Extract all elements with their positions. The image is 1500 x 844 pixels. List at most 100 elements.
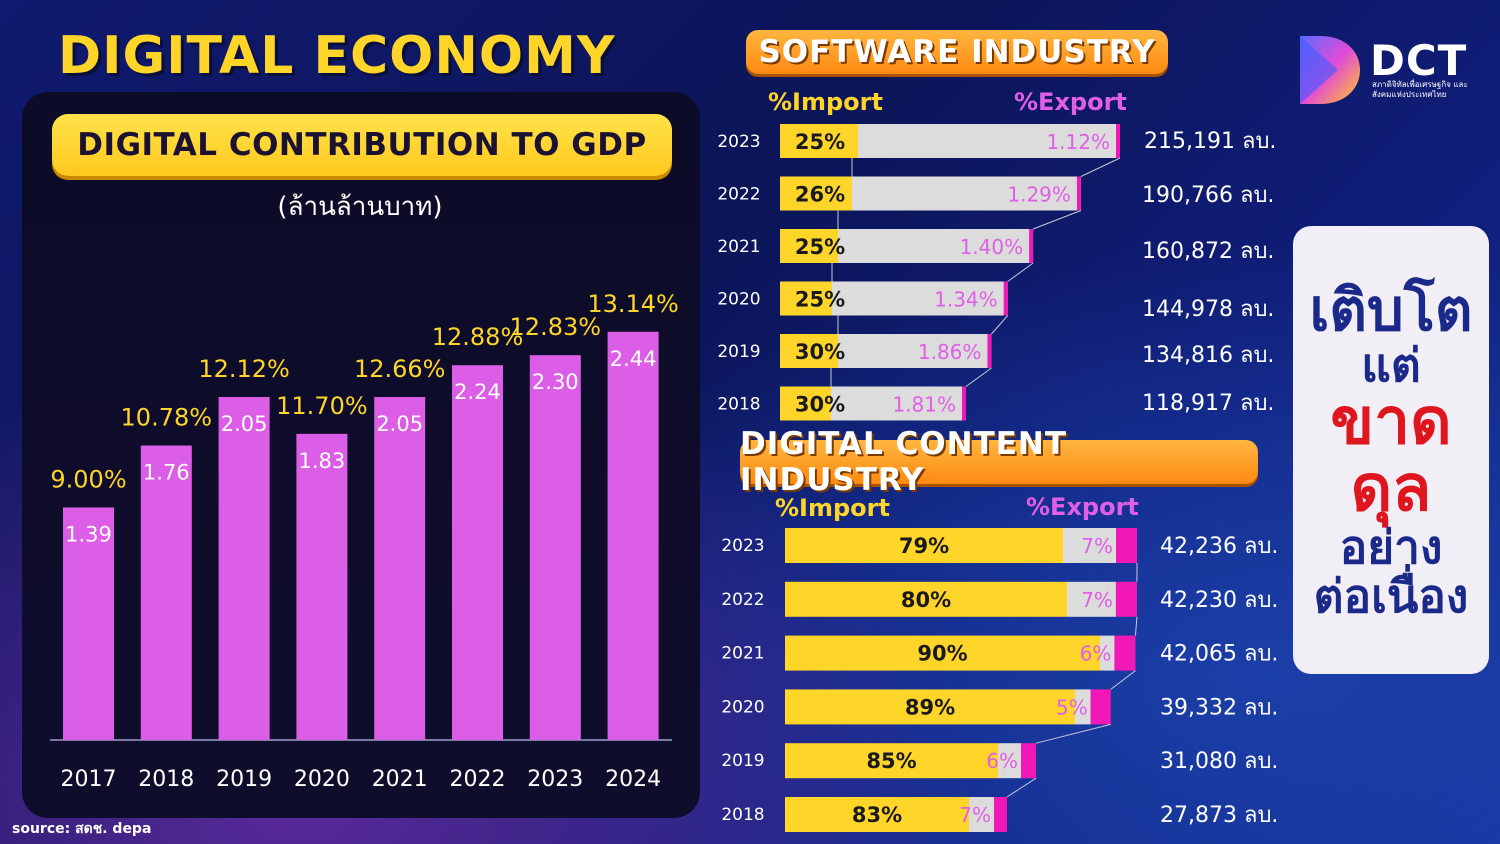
x-tick-label: 2021 (372, 767, 428, 792)
software-year-label: 2023 (717, 132, 760, 152)
software-import-bar (780, 281, 832, 316)
gdp-bar (140, 445, 192, 740)
gdp-percent-label: 12.12% (198, 355, 290, 383)
software-market-value: 144,978 ลบ. (1142, 297, 1274, 322)
x-tick-label: 2020 (294, 767, 350, 792)
gdp-value-label: 1.76 (143, 461, 190, 485)
side-message-line: อย่าง (1339, 520, 1443, 575)
software-year-label: 2022 (717, 185, 760, 205)
content-import-bar (785, 581, 1067, 617)
content-other-bar (998, 743, 1022, 779)
dct-logo-icon (1300, 36, 1360, 104)
content-export-label: 7% (1081, 534, 1113, 558)
x-tick-label: 2022 (450, 767, 506, 792)
page-title: DIGITAL ECONOMY (58, 26, 616, 86)
content-import-bar (785, 528, 1063, 563)
side-message-line: แต่ (1361, 337, 1421, 392)
software-export-bar (1116, 124, 1120, 158)
content-import-label: 80% (901, 588, 951, 612)
gdp-bar (529, 355, 581, 740)
software-industry-chart: 25% 1.12% 2023 215,191 ลบ. 26% 1.29% 2022 190,7… (717, 124, 1276, 421)
software-export-label: 1.29% (1007, 183, 1071, 207)
gdp-percent-label: 11.70% (276, 392, 368, 420)
content-market-value: 39,332 ลบ. (1160, 695, 1278, 720)
software-industry-title: SOFTWARE INDUSTRY (746, 30, 1168, 74)
content-year-label: 2018 (721, 805, 764, 825)
software-import-label: 25% (795, 130, 845, 154)
connector-line (1035, 723, 1111, 744)
software-market-value: 134,816 ลบ. (1142, 343, 1274, 368)
software-market-value: 160,872 ลบ. (1142, 239, 1274, 264)
content-import-bar (785, 689, 1075, 725)
content-export-label: 7% (959, 803, 991, 827)
software-export-label: 1.86% (918, 340, 982, 364)
x-tick-label: 2024 (605, 767, 661, 792)
connector-line (1080, 157, 1121, 177)
x-tick-label: 2023 (527, 767, 583, 792)
gdp-percent-label: 12.66% (354, 355, 446, 383)
content-export-bar (1090, 689, 1111, 725)
content-import-label: 83% (852, 803, 902, 827)
software-market-value: 118,917 ลบ. (1142, 391, 1274, 416)
gdp-bar (452, 365, 503, 740)
software-export-label: 1.40% (960, 235, 1024, 259)
content-export-bar (994, 797, 1007, 832)
software-import-header: %Import (768, 88, 883, 116)
content-other-bar (1067, 581, 1116, 617)
gdp-panel (22, 92, 700, 818)
connector-line (991, 315, 1009, 335)
software-export-bar (1029, 229, 1034, 263)
content-year-label: 2021 (721, 644, 764, 664)
content-market-value: 42,065 ลบ. (1160, 642, 1278, 667)
software-import-bar (780, 124, 858, 158)
side-message-line: ต่อเนื่อง (1313, 568, 1469, 623)
x-tick-label: 2018 (138, 767, 194, 792)
digital-content-chart: 79% 7% 2023 42,236 ลบ. 80% 7% 2022 42,230 ลบ. 90… (721, 528, 1278, 832)
content-import-bar (785, 743, 998, 779)
gdp-value-label: 1.83 (299, 449, 346, 473)
content-market-value: 42,236 ลบ. (1160, 534, 1278, 559)
gdp-value-label: 2.30 (532, 370, 579, 394)
side-message-line: ดุล (1350, 452, 1432, 527)
content-market-value: 27,873 ลบ. (1160, 803, 1278, 828)
software-import-label: 30% (795, 340, 845, 364)
content-export-bar (1115, 581, 1137, 617)
content-other-bar (1075, 689, 1091, 725)
content-export-header: %Export (1026, 493, 1139, 521)
gdp-percent-label: 12.88% (432, 323, 524, 351)
gdp-chart-title: DIGITAL CONTRIBUTION TO GDP (52, 114, 672, 176)
gdp-value-label: 2.24 (454, 380, 501, 404)
software-import-bar (780, 334, 838, 368)
gdp-bar (374, 397, 426, 740)
gdp-bar (63, 507, 114, 740)
gdp-percent-label: 10.78% (121, 404, 213, 432)
content-year-label: 2019 (721, 751, 764, 771)
logo-subtitle: สภาดิจิทัลเพื่อเศรษฐกิจ และสังคมแห่งประเ… (1372, 80, 1468, 99)
content-import-bar (785, 797, 969, 832)
software-market-value: 215,191 ลบ. (1144, 129, 1276, 154)
content-import-label: 79% (899, 534, 949, 558)
software-export-label: 1.34% (934, 288, 998, 312)
gdp-bar (607, 331, 659, 740)
connector-line (1110, 670, 1136, 690)
content-export-bar (1116, 528, 1137, 563)
connector-line (1006, 777, 1037, 798)
content-year-label: 2020 (721, 697, 764, 717)
software-market-value: 190,766 ลบ. (1142, 183, 1274, 208)
source-note: source: สดช. depa (12, 821, 152, 837)
software-export-label: 1.81% (892, 393, 956, 417)
gdp-value-label: 2.44 (610, 347, 657, 371)
connector-line (1007, 262, 1034, 282)
gdp-unit-label: (ล้านล้านบาท) (277, 192, 443, 222)
software-import-label: 30% (795, 393, 845, 417)
content-export-label: 6% (986, 749, 1018, 773)
connector-line (1032, 210, 1082, 230)
side-message-line: ขาด (1330, 385, 1452, 460)
content-market-value: 42,230 ลบ. (1160, 588, 1278, 613)
software-export-bar (962, 386, 966, 421)
software-import-bar (780, 229, 838, 263)
content-market-value: 31,080 ลบ. (1160, 749, 1278, 774)
content-export-bar (1114, 635, 1136, 671)
content-import-bar (785, 635, 1100, 671)
content-year-label: 2022 (721, 590, 764, 610)
